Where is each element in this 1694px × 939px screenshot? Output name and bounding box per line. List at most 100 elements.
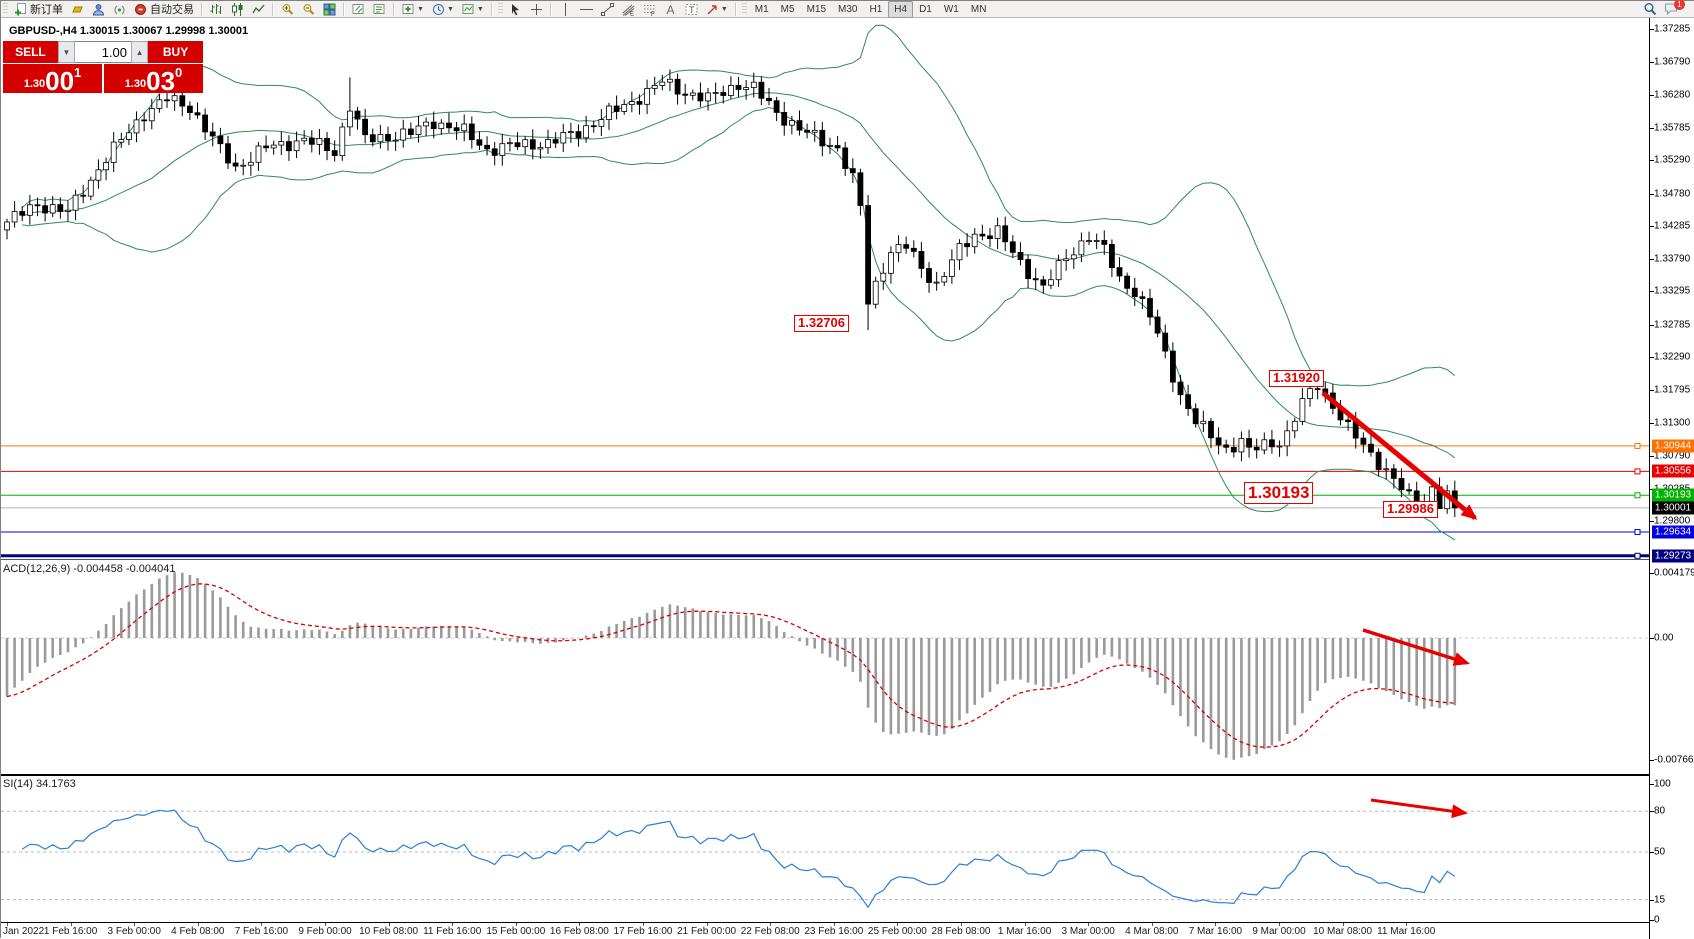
price-tick: 1.33790 bbox=[1654, 253, 1691, 265]
rsi-tick: 0 bbox=[1654, 914, 1660, 926]
volume-up-stepper[interactable]: ▲ bbox=[131, 41, 149, 63]
chat-button[interactable]: 1 bbox=[1660, 0, 1685, 18]
trendline-button[interactable] bbox=[597, 1, 618, 18]
timeframe-h4-button[interactable]: H4 bbox=[888, 0, 914, 18]
cursor-button[interactable] bbox=[505, 1, 526, 18]
buy-price-sup: 0 bbox=[175, 65, 183, 80]
time-label: 10 Feb 08:00 bbox=[359, 926, 419, 937]
text-button[interactable]: A bbox=[660, 1, 681, 18]
buy-button[interactable]: BUY bbox=[148, 41, 203, 63]
equidistant-channel-button[interactable]: E bbox=[618, 1, 639, 18]
chevron-down-icon: ▼ bbox=[720, 5, 728, 13]
price-tick: 1.30790 bbox=[1654, 450, 1691, 462]
timeframe-mn-button[interactable]: MN bbox=[970, 3, 987, 15]
buy-price-big: 03 bbox=[146, 66, 176, 96]
time-label: 9 Mar 00:00 bbox=[1252, 926, 1306, 937]
timeframe-m5-button[interactable]: M5 bbox=[780, 3, 795, 15]
timeframe-d1-button[interactable]: D1 bbox=[919, 3, 932, 15]
text-icon: A bbox=[664, 3, 677, 16]
price-tick: 1.31795 bbox=[1654, 384, 1691, 396]
volume-down-stepper[interactable]: ▼ bbox=[57, 41, 75, 63]
trend-arrow bbox=[1321, 391, 1478, 520]
time-label: 3 Feb 00:00 bbox=[107, 926, 161, 937]
trend-arrow bbox=[1370, 798, 1468, 819]
tile-windows-button[interactable] bbox=[319, 1, 340, 18]
search-button[interactable] bbox=[1639, 1, 1660, 18]
sell-price-display[interactable]: 1.30 00 1 bbox=[3, 64, 102, 94]
time-label: 10 Mar 08:00 bbox=[1313, 926, 1373, 937]
auto-arrange-button[interactable] bbox=[348, 1, 369, 18]
price-annotation[interactable]: 1.31920 bbox=[1269, 370, 1324, 387]
periods-icon bbox=[432, 3, 445, 16]
arrange-windows-button[interactable] bbox=[369, 1, 390, 18]
volume-input[interactable] bbox=[75, 41, 131, 63]
autotrade-button[interactable]: 自动交易 bbox=[130, 1, 198, 18]
vertical-line-button[interactable] bbox=[555, 1, 576, 18]
timeframe-m30-button[interactable]: M30 bbox=[838, 3, 858, 15]
fibonacci-button[interactable]: F bbox=[639, 1, 660, 18]
zoom-out-button[interactable] bbox=[298, 1, 319, 18]
time-label: 22 Feb 08:00 bbox=[740, 926, 800, 937]
rsi-tick: 50 bbox=[1654, 846, 1666, 858]
timeframe-w1-button[interactable]: W1 bbox=[943, 3, 959, 15]
zoom-in-icon bbox=[281, 3, 294, 16]
time-label: 17 Feb 16:00 bbox=[613, 926, 673, 937]
hline-marker bbox=[1634, 492, 1641, 499]
line-chart-button[interactable] bbox=[248, 1, 269, 18]
hline-marker bbox=[1634, 468, 1641, 475]
text-label-icon: T bbox=[685, 3, 698, 16]
bollinger-band bbox=[22, 92, 1456, 459]
shapes-button[interactable]: ▼ bbox=[702, 1, 732, 18]
buy-price-display[interactable]: 1.30 03 0 bbox=[104, 64, 203, 96]
templates-button[interactable]: ▼ bbox=[458, 1, 488, 18]
text-label-button[interactable]: T bbox=[681, 1, 702, 18]
horizontal-line-button[interactable] bbox=[576, 1, 597, 18]
new-order-button[interactable]: 新订单 bbox=[10, 1, 67, 18]
price-annotation[interactable]: 1.32706 bbox=[794, 315, 849, 332]
time-label: 15 Feb 00:00 bbox=[486, 926, 546, 937]
search-icon bbox=[1643, 3, 1656, 16]
rsi-tick: 80 bbox=[1654, 805, 1666, 817]
price-annotation[interactable]: 1.29986 bbox=[1383, 501, 1438, 518]
market-watch-icon bbox=[92, 3, 105, 16]
hline-price-label: 1.30193 bbox=[1652, 488, 1694, 502]
svg-text:E: E bbox=[630, 11, 634, 16]
bar-chart-button[interactable] bbox=[206, 1, 227, 18]
metaeditor-button[interactable] bbox=[67, 1, 88, 18]
crosshair-button[interactable] bbox=[526, 1, 547, 18]
rsi-panel[interactable] bbox=[1, 775, 1649, 923]
macd-zero-label: 0.00 bbox=[1654, 632, 1674, 644]
crosshair-icon bbox=[530, 3, 543, 16]
price-axis[interactable]: 1.37285 1.36790 1.36280 1.35785 1.35290 1.347… bbox=[1649, 17, 1694, 939]
candlestick-chart-button[interactable] bbox=[227, 1, 248, 18]
arrange-windows-icon bbox=[373, 3, 386, 16]
indicators-button[interactable]: ▼ bbox=[398, 1, 428, 18]
timeframe-h1-button[interactable]: H1 bbox=[869, 3, 883, 15]
bar-chart-icon bbox=[210, 3, 223, 16]
svg-text:A: A bbox=[666, 3, 674, 16]
toolbar-separator bbox=[343, 2, 345, 16]
price-annotation[interactable]: 1.30193 bbox=[1244, 482, 1314, 504]
price-tick: 1.35785 bbox=[1654, 122, 1691, 134]
templates-icon bbox=[462, 3, 475, 16]
sell-button[interactable]: SELL bbox=[3, 41, 58, 63]
metaeditor-icon bbox=[71, 3, 84, 16]
time-axis[interactable]: Jan 2022 1 Feb 16:00 3 Feb 00:00 4 Feb 08:0… bbox=[1, 923, 1649, 939]
bollinger-band bbox=[22, 106, 1456, 541]
candlestick-chart-icon bbox=[231, 2, 244, 16]
macd-panel[interactable] bbox=[1, 560, 1649, 775]
market-watch-button[interactable] bbox=[88, 1, 109, 18]
price-chart[interactable] bbox=[1, 17, 1649, 560]
timeframe-m15-button[interactable]: M15 bbox=[806, 3, 827, 15]
macd-min-label: -0.007666 bbox=[1654, 754, 1694, 766]
autotrade-label: 自动交易 bbox=[150, 4, 194, 16]
signals-button[interactable] bbox=[109, 1, 130, 18]
toolbar-separator bbox=[201, 2, 203, 16]
timeframe-m1-button[interactable]: M1 bbox=[754, 3, 769, 15]
time-label: 25 Feb 00:00 bbox=[867, 926, 927, 937]
periods-button[interactable]: ▼ bbox=[428, 1, 458, 18]
price-tick: 1.29800 bbox=[1654, 515, 1691, 527]
price-tick: 1.33295 bbox=[1654, 285, 1691, 297]
auto-arrange-icon bbox=[352, 3, 365, 16]
zoom-in-button[interactable] bbox=[277, 1, 298, 18]
